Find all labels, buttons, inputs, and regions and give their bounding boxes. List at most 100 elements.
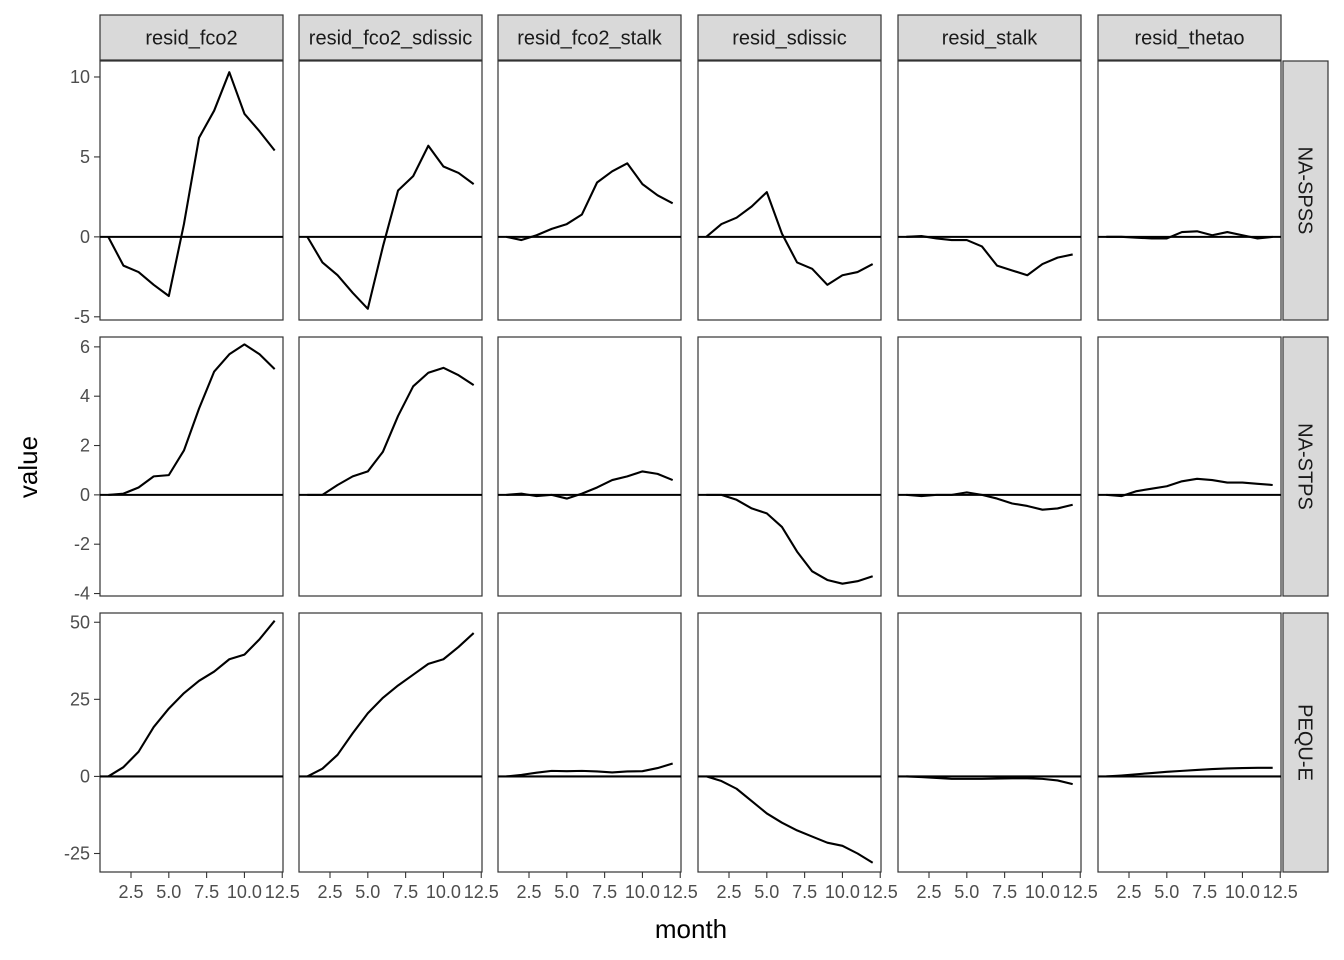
x-tick-label: 5.0 [554,882,579,902]
x-tick-label: 12.5 [464,882,499,902]
column-strip-background [1097,14,1282,61]
y-tick-label: 5 [80,147,90,167]
row-strip-label: NA-SPSS [1294,147,1316,235]
x-tick-label: 2.5 [317,882,342,902]
panel-pequ-e-resid-thetao [1097,612,1282,873]
column-strip-background [99,14,284,61]
panel-background [497,612,682,873]
x-tick-label: 12.5 [1063,882,1098,902]
x-tick-label: 5.0 [355,882,380,902]
row-strip-label: NA-STPS [1294,423,1316,510]
panel-na-stps-resid-thetao [1097,336,1282,597]
x-tick-label: 5.0 [954,882,979,902]
panel-background [298,336,483,597]
x-tick-label: 2.5 [118,882,143,902]
x-tick-label: 2.5 [716,882,741,902]
panel-na-stps-resid-fco2 [99,336,284,597]
column-strip-resid-stalk: resid_stalk [897,14,1082,61]
y-tick-label: 2 [80,436,90,456]
row-strip-background [1282,60,1329,321]
x-tick-label: 12.5 [265,882,300,902]
panel-na-spss-resid-stalk [897,60,1082,321]
y-tick-label: 0 [80,227,90,247]
panel-na-spss-resid-sdissic [697,60,882,321]
x-tick-label: 5.0 [156,882,181,902]
series-line-resid-stalk [906,775,1073,786]
series-line-resid-sdissic [705,191,874,286]
series-line-resid-stalk [906,491,1073,511]
series-line-resid-thetao [1106,477,1273,498]
panel-pequ-e-resid-fco2-stalk [497,612,682,873]
column-strip-label: resid_fco2 [145,28,237,50]
panel-na-stps-resid-fco2-stalk [497,336,682,597]
x-axis-resid-stalk: 2.5 5.0 7.5 10.0 12.5 [916,872,1098,902]
x-tick-label: 7.5 [194,882,219,902]
series-line-resid-fco2 [107,620,276,778]
x-tick-label: 12.5 [663,882,698,902]
x-tick-label: 5.0 [1154,882,1179,902]
panel-background [99,612,284,873]
column-strip-label: resid_sdissic [732,28,846,50]
series-line-resid-fco2-sdissic [306,632,475,778]
panel-na-stps-resid-stalk [897,336,1082,597]
series-line-resid-sdissic [706,493,874,585]
y-tick-label: 0 [80,766,90,786]
column-strip-resid-fco2-sdissic: resid_fco2_sdissic [298,14,483,61]
panel-background [897,60,1082,321]
series-line-resid-stalk [906,235,1073,277]
column-strip-label: resid_stalk [942,28,1039,50]
y-axis-title: value [13,436,43,498]
panel-pequ-e-resid-stalk [897,612,1082,873]
x-axis-resid-fco2-stalk: 2.5 5.0 7.5 10.0 12.5 [516,872,698,902]
x-axis-resid-fco2-sdissic: 2.5 5.0 7.5 10.0 12.5 [317,872,499,902]
series-line-resid-sdissic [706,775,874,864]
y-tick-label: 25 [70,689,90,709]
series-line-resid-fco2 [108,343,276,496]
column-strip-label: resid_fco2_sdissic [309,28,472,50]
series-line-resid-fco2-sdissic [306,144,475,310]
panel-background [99,60,284,321]
panel-background [897,612,1082,873]
panel-na-spss-resid-fco2-sdissic [298,60,483,321]
y-tick-label: 0 [80,485,90,505]
panel-na-stps-resid-fco2-sdissic [298,336,483,597]
column-strip-background [497,14,682,61]
series-line-resid-fco2-stalk [506,162,674,242]
y-tick-label: 50 [70,612,90,632]
panel-background [1097,612,1282,873]
y-tick-label: 6 [80,337,90,357]
x-tick-label: 10.0 [825,882,860,902]
x-tick-label: 7.5 [792,882,817,902]
x-tick-label: 7.5 [992,882,1017,902]
series-line-resid-fco2-stalk [506,762,673,778]
panel-na-spss-resid-thetao [1097,60,1282,321]
y-tick-label: 10 [70,67,90,87]
panel-background [697,612,882,873]
panel-background [497,60,682,321]
panel-na-spss-resid-fco2 [99,60,284,321]
panel-background [697,336,882,597]
panel-pequ-e-resid-fco2-sdissic [298,612,483,873]
series-line-resid-thetao [1106,230,1273,240]
x-tick-label: 2.5 [516,882,541,902]
x-tick-label: 7.5 [393,882,418,902]
x-tick-label: 10.0 [426,882,461,902]
x-tick-label: 10.0 [1025,882,1060,902]
column-strip-resid-sdissic: resid_sdissic [697,14,882,61]
y-tick-label: 4 [80,386,90,406]
row-strip-na-stps: NA-STPS [1282,336,1329,597]
y-axis-na-spss: -5 0 5 10 [70,67,100,327]
column-strip-resid-fco2: resid_fco2 [99,14,284,61]
panel-background [1097,336,1282,597]
column-strip-label: resid_fco2_stalk [517,28,663,50]
x-axis-resid-sdissic: 2.5 5.0 7.5 10.0 12.5 [716,872,898,902]
x-tick-label: 2.5 [916,882,941,902]
panel-na-stps-resid-sdissic [697,336,882,597]
x-axis-resid-thetao: 2.5 5.0 7.5 10.0 12.5 [1116,872,1298,902]
panel-pequ-e-resid-sdissic [697,612,882,873]
panel-background [697,60,882,321]
series-line-resid-fco2 [107,71,276,298]
panel-na-spss-resid-fco2-stalk [497,60,682,321]
series-line-resid-thetao [1106,766,1273,778]
x-axis-resid-fco2: 2.5 5.0 7.5 10.0 12.5 [118,872,300,902]
